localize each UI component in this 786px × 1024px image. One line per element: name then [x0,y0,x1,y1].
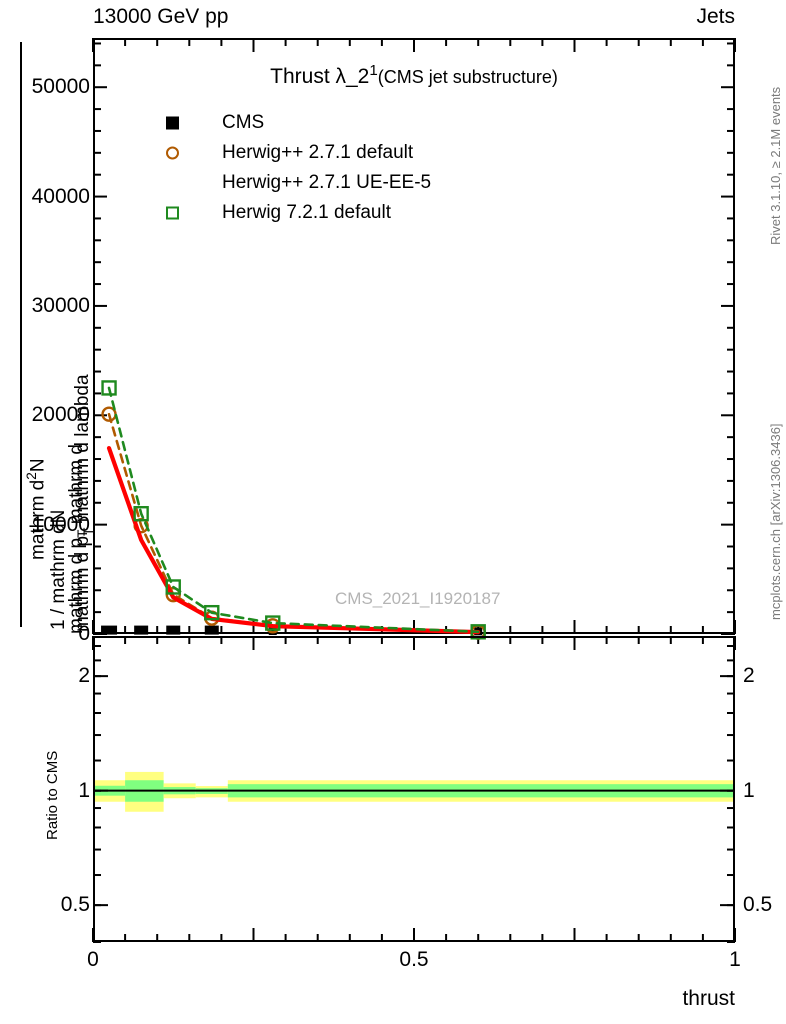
rivet-version-caption: Rivet 3.1.10, ≥ 2.1M events [768,86,783,245]
legend-item-herwigpp-ueee5[interactable]: Herwig++ 2.7.1 UE-EE-5 [140,168,431,198]
plot-title: Thrust λ_21(CMS jet substructure) [93,62,735,89]
x-tick-label: 0.5 [399,948,429,971]
legend-key-herwigpp-ueee5 [140,170,208,196]
main-y-tick-label: 30000 [31,293,90,317]
x-axis-title: thrust [682,987,735,1010]
header-analysis-category: Jets [696,5,735,28]
legend: CMS Herwig++ 2.7.1 default Herwig++ 2.7.… [140,108,431,228]
main-y-tick-label: 0 [78,622,90,645]
legend-key-herwigpp-default [140,140,208,166]
main-y-tick-label: 10000 [31,512,90,536]
main-y-tick-label: 20000 [31,403,90,427]
open-square-marker-icon [166,206,179,220]
ratio-y-tick-label-right: 0.5 [743,893,773,917]
analysis-id-watermark: CMS_2021_I1920187 [335,589,501,608]
y-axis-label-d2n-tail: N [27,458,49,473]
legend-item-herwigpp-default[interactable]: Herwig++ 2.7.1 default [140,138,431,168]
main-y-tick-label: 50000 [31,75,90,99]
legend-label-herwig7-default: Herwig 7.2.1 default [222,202,391,223]
filled-square-marker-icon [166,116,179,130]
ratio-y-tick-label-right: 2 [743,664,755,688]
y-axis-label-denfull-d: mathrm d p [72,535,93,632]
main-y-tick-label: 40000 [31,184,90,208]
ratio-y-tick-label-right: 1 [743,778,755,802]
legend-label-herwigpp-default: Herwig++ 2.7.1 default [222,142,414,163]
legend-key-herwig7-default [140,200,208,226]
ratio-y-tick-label: 0.5 [60,893,90,917]
open-circle-marker-icon [166,146,179,160]
header-beam-info: 13000 GeV pp [93,5,229,28]
x-tick-label: 1 [729,948,741,971]
y-axis-label-denfull-tail: mathrm d lambda [72,374,93,528]
x-tick-label: 0 [87,948,99,971]
ratio-y-tick-label: 2 [78,664,90,688]
y-axis-fraction-rule [20,42,22,627]
legend-label-cms: CMS [222,112,265,133]
plot-title-parenthetical: (CMS jet substructure) [377,67,558,87]
y-axis-label-d2n-sup: 2 [24,472,39,480]
ratio-y-tick-label: 1 [78,778,90,802]
legend-item-herwig7-default[interactable]: Herwig 7.2.1 default [140,198,431,228]
y-axis-label-numerator: mathrm d2N [24,458,49,560]
plot-title-superscript: 1 [369,62,378,79]
mcplots-source-caption: mcplots.cern.ch [arXiv:1306.3436] [768,423,783,620]
legend-item-cms[interactable]: CMS [140,108,431,138]
legend-key-cms [140,110,208,136]
legend-label-herwigpp-ueee5: Herwig++ 2.7.1 UE-EE-5 [222,172,432,193]
plot-title-main: Thrust λ_2 [270,65,370,88]
ratio-plot-frame [93,636,735,942]
